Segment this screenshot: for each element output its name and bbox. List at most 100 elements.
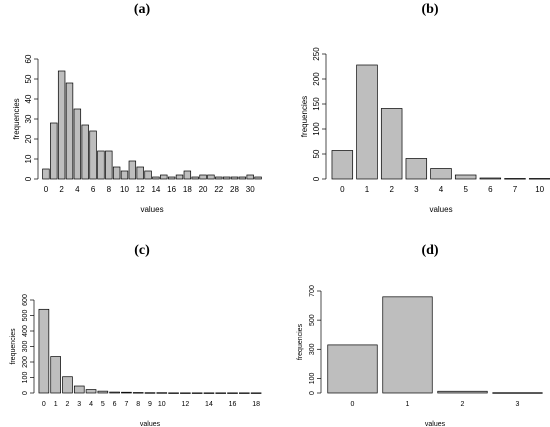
chart-a-xtick-18: 18 xyxy=(183,185,192,194)
chart-c-bar-13 xyxy=(191,392,203,394)
chart-d-bar-0 xyxy=(327,344,378,394)
chart-a-bar-12 xyxy=(136,166,144,180)
chart-d-bar-2 xyxy=(437,390,488,394)
chart-c-bar-0 xyxy=(38,308,50,394)
chart-a-xtick-10: 10 xyxy=(120,185,129,194)
chart-a-bar-28 xyxy=(230,176,239,180)
chart-d-ytick-100: 100 xyxy=(309,372,316,384)
chart-c-bar-17 xyxy=(239,392,250,394)
chart-b-bar-2 xyxy=(380,108,403,180)
chart-d-ytick-0: 0 xyxy=(309,391,316,395)
chart-a-ytick-10: 10 xyxy=(24,154,33,163)
chart-c-ytick-400: 400 xyxy=(22,325,29,337)
chart-a-bar-14 xyxy=(152,176,160,180)
chart-a-xtick-2: 2 xyxy=(59,185,64,194)
chart-a-xtick-12: 12 xyxy=(136,185,145,194)
chart-a-bar-13 xyxy=(144,170,152,180)
chart-d-xtick-2: 2 xyxy=(461,401,465,408)
chart-d-bar-3 xyxy=(492,392,543,394)
chart-c-bar-11 xyxy=(168,392,179,394)
chart-a-bar-18 xyxy=(183,170,192,180)
chart-a-bar-0 xyxy=(42,168,50,180)
panel-title-d: (d) xyxy=(421,243,439,258)
chart-d-ylabel: frequencies xyxy=(297,323,304,360)
chart-a-bar-8 xyxy=(105,150,113,180)
chart-b-xtick-5: 5 xyxy=(463,185,468,194)
chart-a-xtick-8: 8 xyxy=(107,185,112,194)
chart-a-bar-15 xyxy=(160,174,168,180)
chart-a-bar-9 xyxy=(112,166,121,180)
chart-c-xtick-0: 0 xyxy=(42,401,46,408)
chart-c-bar-8 xyxy=(132,392,144,394)
chart-a-xtick-16: 16 xyxy=(167,185,176,194)
chart-a-xtick-30: 30 xyxy=(246,185,255,194)
chart-b-bar-1 xyxy=(356,64,378,180)
chart-c-bar-15 xyxy=(215,392,227,394)
chart-b-bar-10 xyxy=(528,178,550,180)
chart-a-bar-3 xyxy=(65,82,74,180)
chart-a-ytick-60: 60 xyxy=(24,54,33,63)
chart-c-ytick-200: 200 xyxy=(22,356,29,368)
chart-c-ytick-500: 500 xyxy=(22,310,29,322)
chart-c-bar-9 xyxy=(144,392,156,394)
chart-b-xlabel: values xyxy=(429,205,452,214)
chart-c-ytick-100: 100 xyxy=(22,372,29,384)
chart-a-bar-10 xyxy=(120,170,129,180)
chart-b-xtick-3: 3 xyxy=(414,185,419,194)
chart-b-bar-6 xyxy=(479,177,502,180)
chart-c-xtick-9: 9 xyxy=(148,401,152,408)
chart-b-bar-5 xyxy=(454,174,477,180)
chart-c-bar-2 xyxy=(62,376,73,394)
chart-c-xtick-4: 4 xyxy=(89,401,93,408)
chart-a-bar-22 xyxy=(215,176,223,180)
chart-a-bar-16 xyxy=(167,176,176,180)
chart-c-bar-5 xyxy=(97,390,109,394)
chart-d-xtick-0: 0 xyxy=(351,401,355,408)
chart-c-ylabel: frequencies xyxy=(10,328,17,365)
chart-a-bar-4 xyxy=(73,108,82,180)
chart-a-bar-20 xyxy=(199,174,207,180)
chart-b-xtick-2: 2 xyxy=(389,185,394,194)
chart-a-ytick-40: 40 xyxy=(24,94,33,103)
chart-c-xlabel: values xyxy=(140,421,161,427)
chart-d-xtick-1: 1 xyxy=(406,401,410,408)
panel-title-b: (b) xyxy=(421,2,439,17)
chart-c-xtick-1: 1 xyxy=(54,401,58,408)
chart-b-ytick-200: 200 xyxy=(312,72,321,86)
chart-c-bar-14 xyxy=(203,392,215,394)
chart-c-ytick-600: 600 xyxy=(22,294,29,306)
chart-c-xtick-7: 7 xyxy=(124,401,128,408)
chart-d-ytick-700: 700 xyxy=(309,285,316,297)
chart-a-bar-2 xyxy=(57,70,66,180)
chart-d-xtick-3: 3 xyxy=(516,401,520,408)
chart-d-xlabel: values xyxy=(425,421,446,427)
chart-c-bar-18 xyxy=(250,392,262,394)
chart-c-xtick-10: 10 xyxy=(158,401,166,408)
chart-b-xtick-7: 7 xyxy=(513,185,518,194)
chart-a-bar-7 xyxy=(97,150,105,180)
chart-a-bar-19 xyxy=(191,176,199,180)
chart-a-ytick-30: 30 xyxy=(24,114,33,123)
chart-c-xtick-16: 16 xyxy=(229,401,237,408)
chart-d-ytick-300: 300 xyxy=(309,343,316,355)
chart-a-xtick-4: 4 xyxy=(75,185,80,194)
chart-b-bar-3 xyxy=(405,158,428,180)
chart-a-ytick-20: 20 xyxy=(24,134,33,143)
chart-c-xtick-14: 14 xyxy=(205,401,213,408)
chart-a-ytick-0: 0 xyxy=(24,176,33,181)
chart-c-xtick-2: 2 xyxy=(66,401,70,408)
chart-c-xtick-6: 6 xyxy=(113,401,117,408)
chart-a-bar-1 xyxy=(50,122,58,180)
chart-b-ytick-150: 150 xyxy=(312,97,321,111)
chart-c-bar-6 xyxy=(109,391,120,394)
chart-c-bar-7 xyxy=(121,391,132,394)
chart-a-bar-21 xyxy=(207,174,215,180)
chart-c-xtick-3: 3 xyxy=(77,401,81,408)
chart-a-bar-11 xyxy=(128,160,137,180)
chart-b-ytick-0: 0 xyxy=(312,176,321,181)
chart-c-ytick-300: 300 xyxy=(22,341,29,353)
chart-a-xlabel: values xyxy=(140,205,163,214)
chart-d-bar-1 xyxy=(382,296,433,394)
chart-a-bar-25 xyxy=(222,176,231,180)
